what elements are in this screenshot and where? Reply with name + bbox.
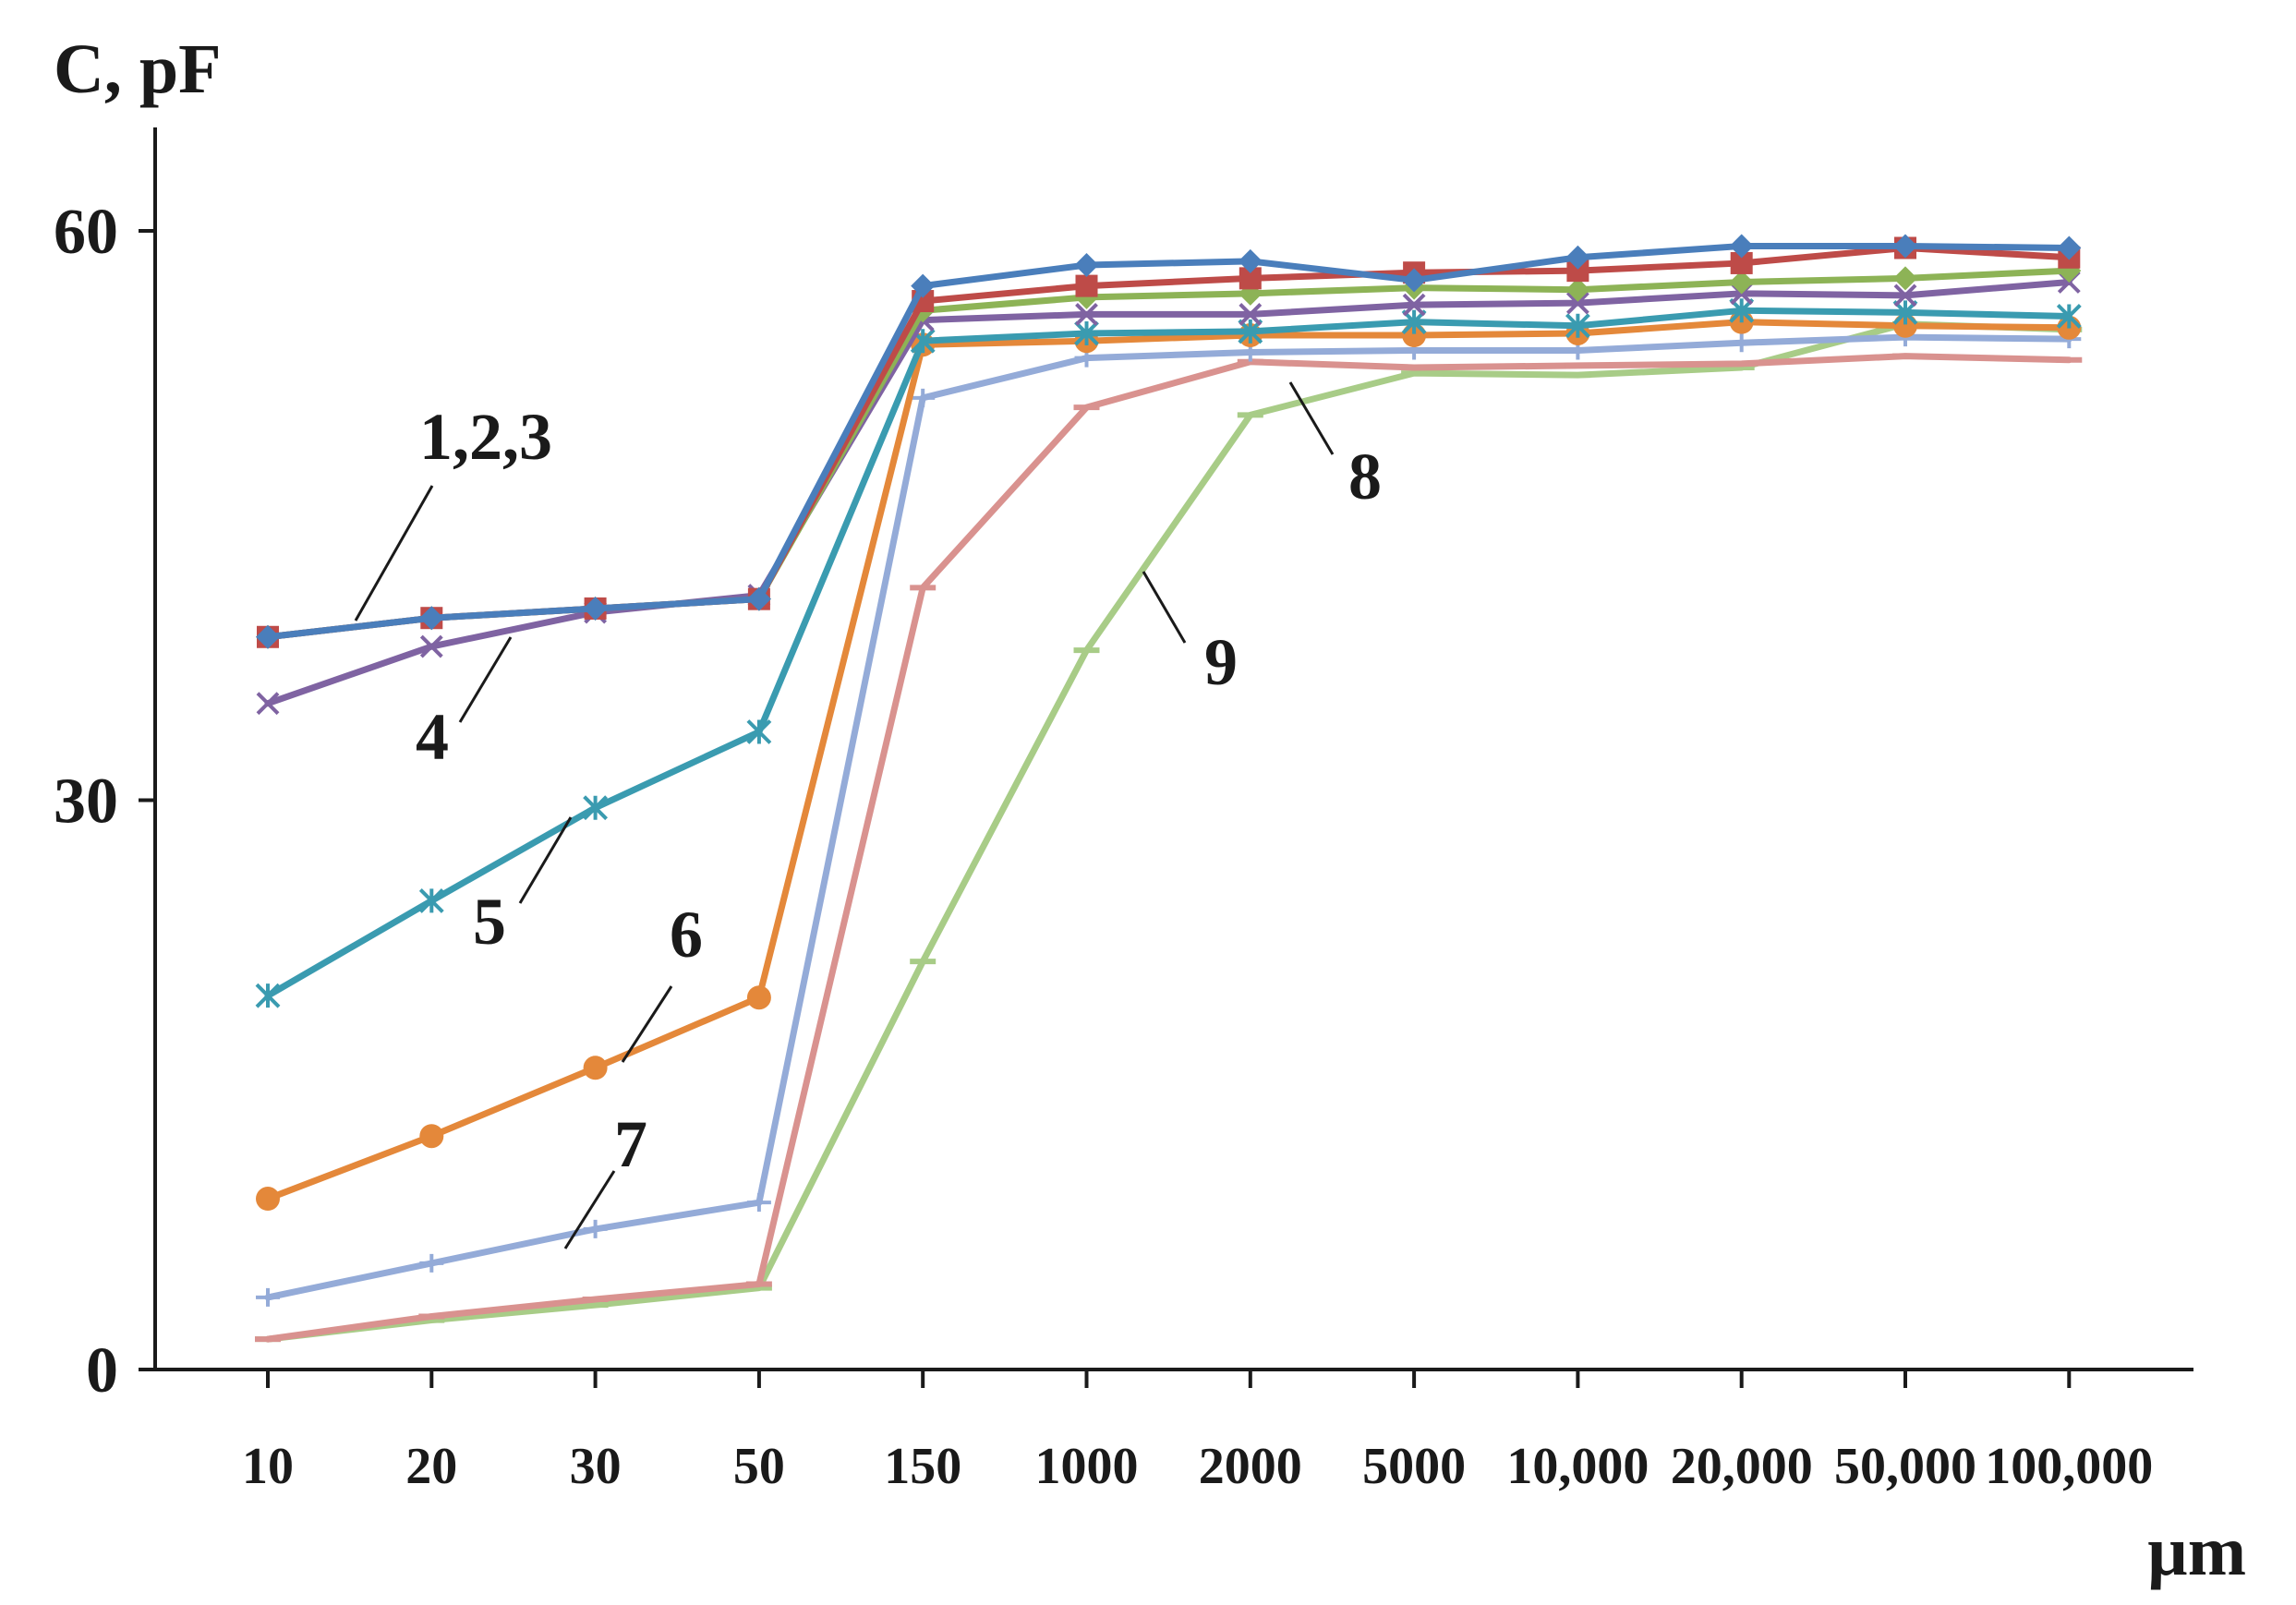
data-point: [1893, 266, 1917, 291]
leader-line: [1288, 381, 1335, 455]
series-line: [264, 242, 2072, 641]
data-point: [256, 1287, 280, 1307]
curve-label-2: 4: [416, 636, 513, 774]
data-point: [1729, 333, 1754, 353]
data-point: [1729, 270, 1754, 295]
data-point: [746, 985, 771, 1010]
data-point: [911, 273, 936, 298]
x-tick-label: 30: [570, 1438, 622, 1495]
x-ticks: 10 20 30 50 150 1000 2000 5000 10,000 20,000 50,00…: [242, 1370, 2153, 1495]
x-axis-title: µm: [2147, 1513, 2246, 1590]
curve-label-text: 7: [614, 1107, 647, 1181]
curve-label-text: 8: [1348, 440, 1382, 513]
series-line: [264, 333, 2072, 1301]
data-point: [1893, 234, 1917, 259]
y-tick-label: 0: [86, 1335, 118, 1406]
x-tick-label: 50: [733, 1438, 785, 1495]
series-line: [264, 320, 2072, 1343]
curve-label-text: 1,2,3: [419, 400, 552, 474]
x-tick-label: 2000: [1199, 1438, 1302, 1495]
curve-label-5: 7: [563, 1107, 647, 1249]
data-point: [746, 719, 772, 744]
data-point: [256, 692, 280, 716]
series-8: [255, 353, 2083, 1343]
data-point: [1074, 252, 1099, 277]
curve-label-1: 1,2,3: [354, 400, 552, 621]
x-tick-label: 10,000: [1506, 1438, 1649, 1495]
series-layer: [255, 234, 2083, 1343]
data-point: [1239, 303, 1263, 326]
data-point: [2057, 235, 2082, 260]
data-point: [583, 596, 608, 621]
series-line: [264, 319, 2072, 1202]
series-line: [264, 353, 2072, 1343]
y-tick-label: 60: [54, 197, 118, 268]
leader-line: [518, 816, 573, 904]
leader-line: [354, 485, 434, 621]
data-point: [1075, 274, 1098, 297]
x-tick-label: 10: [242, 1438, 294, 1495]
data-point: [583, 795, 609, 821]
x-tick-label: 5000: [1362, 1438, 1466, 1495]
y-axis-title: C, pF: [54, 30, 222, 108]
x-tick-label: 50,000: [1834, 1438, 1976, 1495]
curve-label-text: 6: [670, 898, 703, 971]
curve-label-text: 5: [473, 885, 506, 959]
x-tick-label: 20,000: [1671, 1438, 1813, 1495]
data-point: [1238, 248, 1263, 273]
data-point: [1565, 245, 1590, 270]
data-point: [1402, 293, 1426, 317]
data-point: [256, 624, 280, 649]
curve-label-4: 6: [621, 898, 703, 1063]
x-tick-label: 20: [405, 1438, 457, 1495]
leader-line: [621, 985, 673, 1063]
x-tick-label: 150: [884, 1438, 961, 1495]
series-9: [255, 320, 2083, 1343]
data-point: [583, 1219, 608, 1238]
axes: [153, 127, 2193, 1371]
curve-label-text: 4: [416, 700, 449, 774]
x-tick-label: 1000: [1035, 1438, 1139, 1495]
curve-label-6: 8: [1288, 381, 1382, 513]
curve-label-text: 9: [1204, 625, 1238, 699]
data-point: [255, 983, 281, 1008]
data-point: [2056, 304, 2082, 329]
x-tick-label: 100,000: [1985, 1438, 2153, 1495]
annotation-layer: 1,2,3 4 5 6 7 8 9: [354, 381, 1382, 1249]
data-point: [1565, 291, 1589, 315]
data-point: [418, 888, 444, 913]
data-point: [1074, 320, 1099, 346]
data-point: [419, 1253, 444, 1273]
y-ticks: 0 30 60: [54, 197, 155, 1406]
leader-line: [458, 636, 513, 723]
data-point: [1565, 313, 1590, 339]
data-point: [419, 634, 443, 658]
data-point: [256, 1187, 280, 1212]
curve-label-7: 9: [1142, 571, 1238, 699]
y-tick-label: 30: [54, 766, 118, 838]
data-point: [1402, 268, 1427, 293]
data-point: [746, 586, 771, 611]
data-point: [1565, 277, 1590, 302]
series-7: [256, 328, 2082, 1307]
data-point: [1075, 303, 1098, 326]
data-point: [746, 1193, 771, 1213]
leader-line: [563, 1170, 616, 1249]
data-point: [419, 1124, 444, 1149]
data-point: [1893, 284, 1917, 308]
series-4: [256, 271, 2081, 716]
series-1: [256, 234, 2082, 649]
data-point: [419, 606, 444, 631]
data-point: [1729, 234, 1754, 259]
data-point: [583, 1056, 608, 1080]
leader-line: [1142, 571, 1187, 644]
curve-label-3: 5: [473, 816, 573, 959]
series-line: [264, 278, 2072, 707]
data-point: [911, 388, 936, 407]
